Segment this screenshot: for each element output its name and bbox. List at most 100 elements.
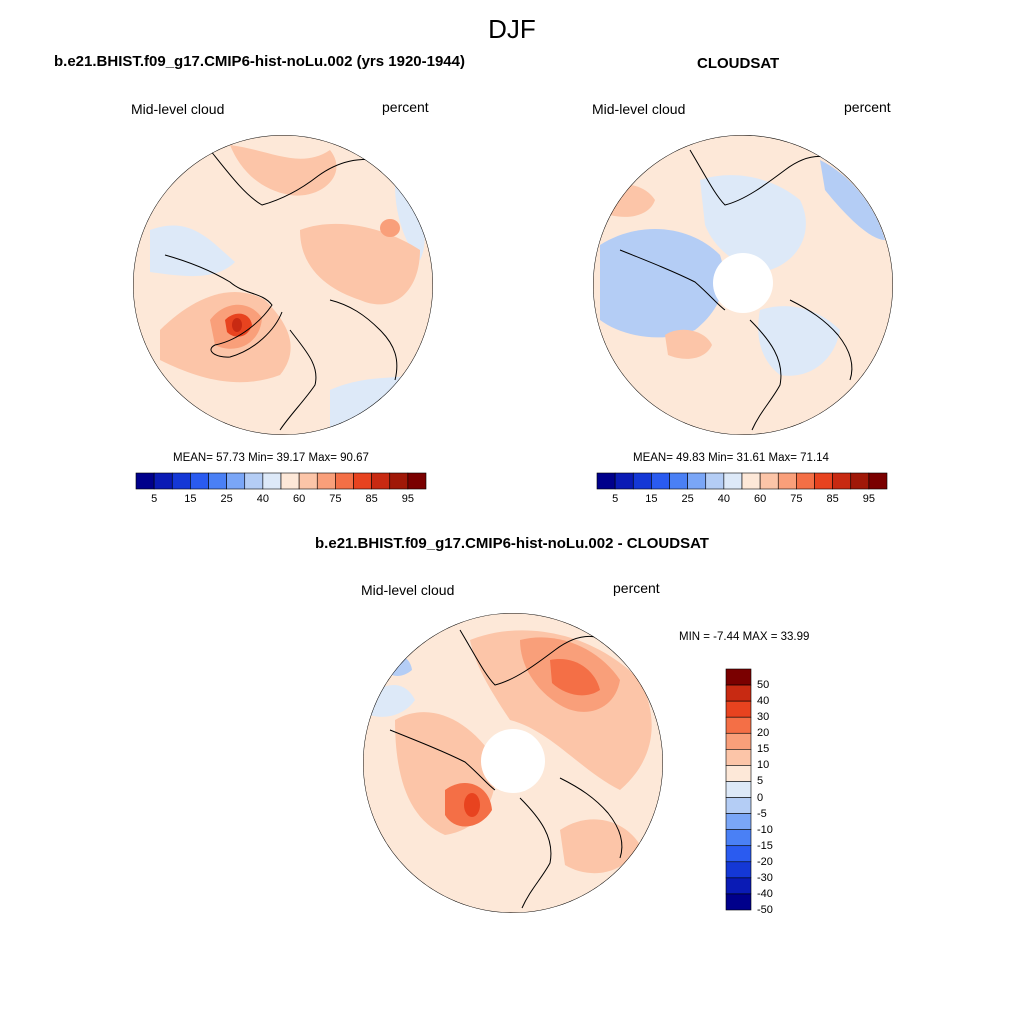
colorbar-tick-label: 15 — [757, 743, 770, 756]
colorbar-box — [244, 472, 264, 490]
colorbar-box — [725, 893, 752, 911]
colorbar-box — [153, 472, 173, 490]
model-stats: MEAN= 57.73 Min= 39.17 Max= 90.67 — [173, 452, 369, 464]
colorbar-tick-label: 75 — [790, 493, 803, 505]
colorbar-box — [725, 781, 752, 798]
diff-coastlines — [389, 629, 623, 909]
colorbar-box — [777, 472, 797, 490]
colorbar-box — [850, 472, 870, 490]
colorbar-tick-label: 60 — [293, 493, 306, 505]
model-polar-map — [133, 135, 433, 435]
colorbar-tick-label: 50 — [757, 679, 770, 692]
obs-stats: MEAN= 49.83 Min= 31.61 Max= 71.14 — [633, 452, 829, 464]
colorbar-box — [759, 472, 779, 490]
colorbar-tick-label: -15 — [757, 839, 773, 852]
colorbar-tick-label: 10 — [757, 759, 770, 772]
obs-colorbar — [596, 472, 888, 490]
colorbar-tick-label: 5 — [151, 493, 158, 505]
colorbar-box — [725, 668, 752, 686]
colorbar-box — [725, 877, 752, 895]
colorbar-box — [725, 829, 752, 847]
colorbar-box — [171, 472, 191, 490]
obs-variable-label: Mid-level cloud — [592, 101, 686, 117]
obs-coastlines — [619, 149, 853, 431]
diff-colorbar — [725, 668, 752, 911]
colorbar-box — [389, 472, 409, 490]
colorbar-tick-label: 40 — [717, 493, 730, 505]
colorbar-tick-label: -50 — [757, 904, 773, 916]
colorbar-box — [135, 472, 155, 490]
colorbar-tick-label: 30 — [757, 711, 770, 724]
model-coastlines — [164, 149, 398, 431]
colorbar-tick-label: 40 — [256, 493, 269, 505]
colorbar-tick-label: 5 — [757, 775, 764, 788]
obs-panel-title: CLOUDSAT — [697, 55, 780, 72]
colorbar-box — [725, 749, 752, 766]
colorbar-tick-label: 95 — [862, 493, 875, 505]
colorbar-box — [814, 472, 833, 490]
colorbar-box — [190, 472, 209, 490]
colorbar-box — [614, 472, 634, 490]
colorbar-box — [741, 472, 761, 490]
colorbar-tick-label: -30 — [757, 871, 773, 884]
colorbar-tick-label: 85 — [365, 493, 378, 505]
colorbar-box — [725, 797, 752, 814]
colorbar-box — [632, 472, 652, 490]
colorbar-box — [725, 732, 752, 750]
colorbar-tick-label: -20 — [757, 855, 773, 868]
colorbar-box — [832, 472, 852, 490]
colorbar-tick-label: 25 — [681, 493, 694, 505]
colorbar-box — [407, 472, 427, 490]
colorbar-box — [725, 765, 752, 782]
colorbar-box — [725, 700, 752, 718]
colorbar-box — [705, 472, 725, 490]
colorbar-tick-label: -40 — [757, 887, 773, 900]
diff-variable-label: Mid-level cloud — [361, 582, 455, 598]
colorbar-tick-label: 0 — [757, 791, 764, 804]
colorbar-box — [596, 472, 616, 490]
colorbar-box — [796, 472, 815, 490]
colorbar-box — [725, 845, 752, 863]
colorbar-box — [280, 472, 300, 490]
colorbar-box — [316, 472, 336, 490]
colorbar-box — [868, 472, 888, 490]
colorbar-box — [725, 716, 752, 734]
colorbar-box — [208, 472, 227, 490]
colorbar-tick-label: 40 — [757, 695, 770, 708]
colorbar-tick-label: 25 — [220, 493, 233, 505]
model-variable-label: Mid-level cloud — [131, 101, 225, 117]
colorbar-tick-label: 75 — [329, 493, 342, 505]
colorbar-box — [371, 472, 391, 490]
diff-panel-title: b.e21.BHIST.f09_g17.CMIP6-hist-noLu.002 … — [315, 535, 709, 552]
model-units-label: percent — [382, 99, 429, 115]
colorbar-tick-label: 60 — [754, 493, 767, 505]
season-title: DJF — [488, 14, 536, 44]
colorbar-box — [687, 472, 707, 490]
obs-units-label: percent — [844, 99, 891, 115]
colorbar-tick-label: 20 — [757, 727, 770, 740]
colorbar-box — [226, 472, 246, 490]
colorbar-box — [651, 472, 670, 490]
model-colorbar — [135, 472, 427, 490]
colorbar-box — [725, 684, 752, 702]
colorbar-tick-label: -10 — [757, 823, 773, 836]
diff-stats: MIN = -7.44 MAX = 33.99 — [679, 631, 810, 643]
colorbar-tick-label: 15 — [184, 493, 197, 505]
colorbar-box — [725, 861, 752, 879]
colorbar-tick-label: 15 — [645, 493, 658, 505]
diff-units-label: percent — [613, 580, 660, 596]
colorbar-box — [723, 472, 743, 490]
obs-polar-map — [593, 135, 893, 435]
colorbar-box — [298, 472, 318, 490]
colorbar-box — [353, 472, 372, 490]
colorbar-box — [335, 472, 354, 490]
colorbar-tick-label: 95 — [401, 493, 414, 505]
model-panel-title: b.e21.BHIST.f09_g17.CMIP6-hist-noLu.002 … — [54, 53, 465, 70]
colorbar-tick-label: -5 — [757, 807, 767, 820]
colorbar-tick-label: 85 — [826, 493, 839, 505]
colorbar-tick-label: 5 — [612, 493, 619, 505]
colorbar-box — [262, 472, 282, 490]
diff-polar-map — [363, 613, 663, 913]
colorbar-box — [669, 472, 688, 490]
